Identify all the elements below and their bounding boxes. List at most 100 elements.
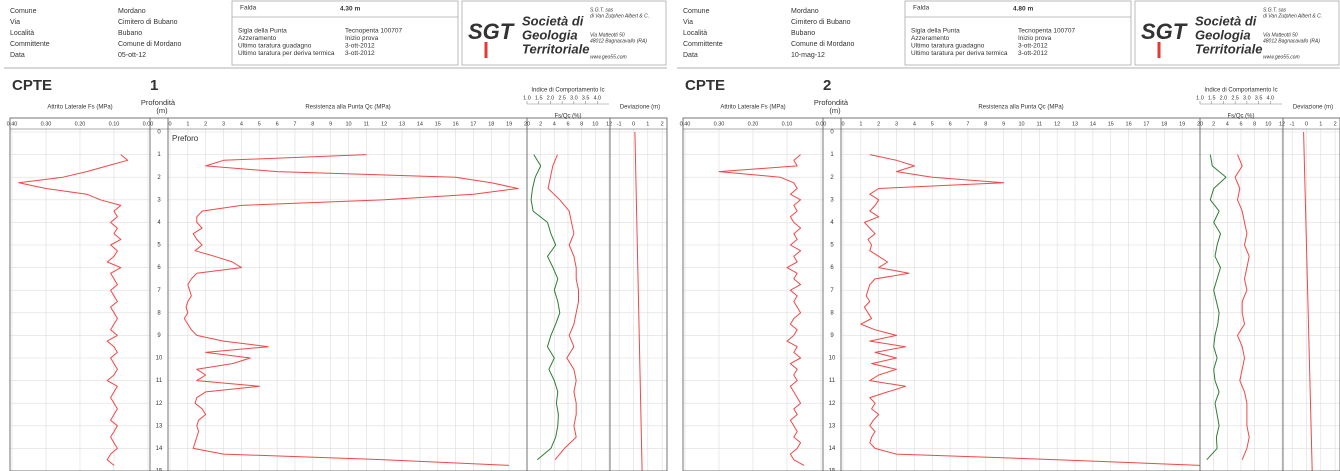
x-tick-label: 18: [488, 121, 494, 127]
x-tick-label: 0.30: [41, 121, 52, 127]
x-tick-label: 10: [345, 121, 351, 127]
header-label: Comune: [10, 8, 37, 15]
fsqc-curve: [1206, 154, 1227, 461]
x-tick-label: 2: [204, 121, 207, 127]
x-tick-label: 0.30: [714, 121, 725, 127]
logo-mark: SGT: [1141, 19, 1188, 44]
header-value: Mordano: [118, 8, 146, 15]
depth-tick-label: 12: [829, 401, 836, 407]
fs-curve: [718, 154, 805, 466]
panel-title: Resistenza alla Punta Qc (MPa): [305, 105, 390, 111]
x-tick-label: 6: [566, 121, 569, 127]
depth-unit: (m): [829, 106, 841, 115]
company-name: Territoriale: [522, 41, 589, 56]
depth-tick-label: 2: [157, 175, 161, 181]
depth-tick-label: 2: [830, 175, 834, 181]
x-tick-label: 4: [553, 121, 556, 127]
header-value: Cimitero di Bubano: [118, 19, 178, 26]
plot-frame: [9, 117, 668, 471]
depth-tick-label: 3: [830, 197, 834, 203]
x-tick-label: 15: [1108, 121, 1114, 127]
x-tick-label: -1: [617, 121, 622, 127]
header-label: Data: [10, 52, 25, 59]
x-tick-label: 2.0: [1220, 95, 1228, 101]
panel-title: Fs/Qc (%): [555, 114, 582, 120]
header-label: Via: [683, 19, 693, 26]
header-label: Via: [10, 19, 20, 26]
probe-value: 3-ott-2012: [1018, 50, 1048, 57]
header-value: Cimitero di Bubano: [791, 19, 851, 26]
header-label: Località: [683, 30, 707, 37]
x-tick-label: 1.5: [1208, 95, 1216, 101]
probe-value: Inizio prova: [345, 35, 379, 42]
x-tick-label: 0: [1305, 121, 1308, 127]
x-tick-label: 0.10: [109, 121, 120, 127]
depth-tick-label: 15: [829, 469, 836, 471]
probe-label: Azzeramento: [238, 35, 277, 42]
depth-tick-label: 15: [156, 469, 163, 471]
x-tick-label: 4.0: [593, 95, 601, 101]
depth-tick-label: 12: [156, 401, 163, 407]
x-tick-label: 10: [1265, 121, 1271, 127]
x-tick-label: 17: [470, 121, 476, 127]
x-tick-label: 6: [276, 121, 279, 127]
probe-label: Azzeramento: [911, 35, 950, 42]
depth-tick-label: 5: [157, 243, 161, 249]
panel-title: Indice di Comportamento Ic: [531, 88, 604, 94]
x-tick-label: 19: [506, 121, 512, 127]
dev-curve: [1303, 131, 1313, 471]
company-address: Via Matteotti 50: [590, 32, 625, 38]
qc-curve: [183, 154, 519, 466]
falda-label: Falda: [240, 5, 257, 12]
x-tick-label: 2: [539, 121, 542, 127]
test-label: CPTE: [685, 77, 725, 94]
depth-tick-label: 4: [830, 220, 834, 226]
x-tick-label: 8: [984, 121, 987, 127]
probe-value: 3-ott-2012: [345, 43, 375, 50]
x-tick-label: 1: [859, 121, 862, 127]
probe-value: Inizio prova: [1018, 35, 1052, 42]
header-value: Bubano: [791, 30, 815, 37]
x-tick-label: 1.0: [523, 95, 531, 101]
x-tick-label: 2: [1334, 121, 1337, 127]
x-tick-label: 11: [363, 121, 369, 127]
logo-box: [1134, 0, 1340, 66]
dev-curve: [634, 131, 643, 471]
probe-label: Sigla della Punta: [911, 28, 960, 35]
header-value: Comune di Mordano: [118, 41, 182, 48]
fsqc-curve: [530, 154, 561, 461]
company-address: S.G.T. sas: [590, 7, 614, 13]
company-address: www.geo55.com: [590, 54, 627, 60]
company-address: di Van Zutphen Albert & C.: [590, 13, 649, 19]
x-tick-label: 0.10: [782, 121, 793, 127]
probe-value: Tecnopenta 100707: [345, 28, 402, 35]
x-tick-label: 0: [168, 121, 171, 127]
falda-box: [904, 0, 1132, 66]
panel-title: Attrito Laterale Fs (MPa): [47, 105, 112, 111]
x-tick-label: 12: [1054, 121, 1060, 127]
company-address: S.G.T. sas: [1263, 7, 1287, 13]
header-label: Committente: [683, 41, 723, 48]
company-address: di Van Zutphen Albert & C.: [1263, 13, 1322, 19]
depth-tick-label: 10: [829, 356, 836, 362]
x-tick-label: 9: [329, 121, 332, 127]
x-tick-label: 4: [1226, 121, 1229, 127]
falda-value: 4.30 m: [340, 6, 360, 13]
x-tick-label: 0.20: [748, 121, 759, 127]
x-tick-label: 12: [1279, 121, 1285, 127]
x-tick-label: 8: [1253, 121, 1256, 127]
x-tick-label: 14: [417, 121, 423, 127]
depth-tick-label: 6: [830, 265, 834, 271]
panel-title: Attrito Laterale Fs (MPa): [720, 105, 785, 111]
x-tick-label: 7: [966, 121, 969, 127]
falda-value: 4.80 m: [1013, 6, 1033, 13]
test-number: 1: [150, 77, 158, 94]
x-tick-label: 15: [435, 121, 441, 127]
x-tick-label: 0: [632, 121, 635, 127]
x-tick-label: 0.40: [7, 121, 18, 127]
panel-title: Fs/Qc (%): [1228, 114, 1255, 120]
x-tick-label: 2.5: [558, 95, 566, 101]
x-tick-label: 3.5: [1255, 95, 1263, 101]
